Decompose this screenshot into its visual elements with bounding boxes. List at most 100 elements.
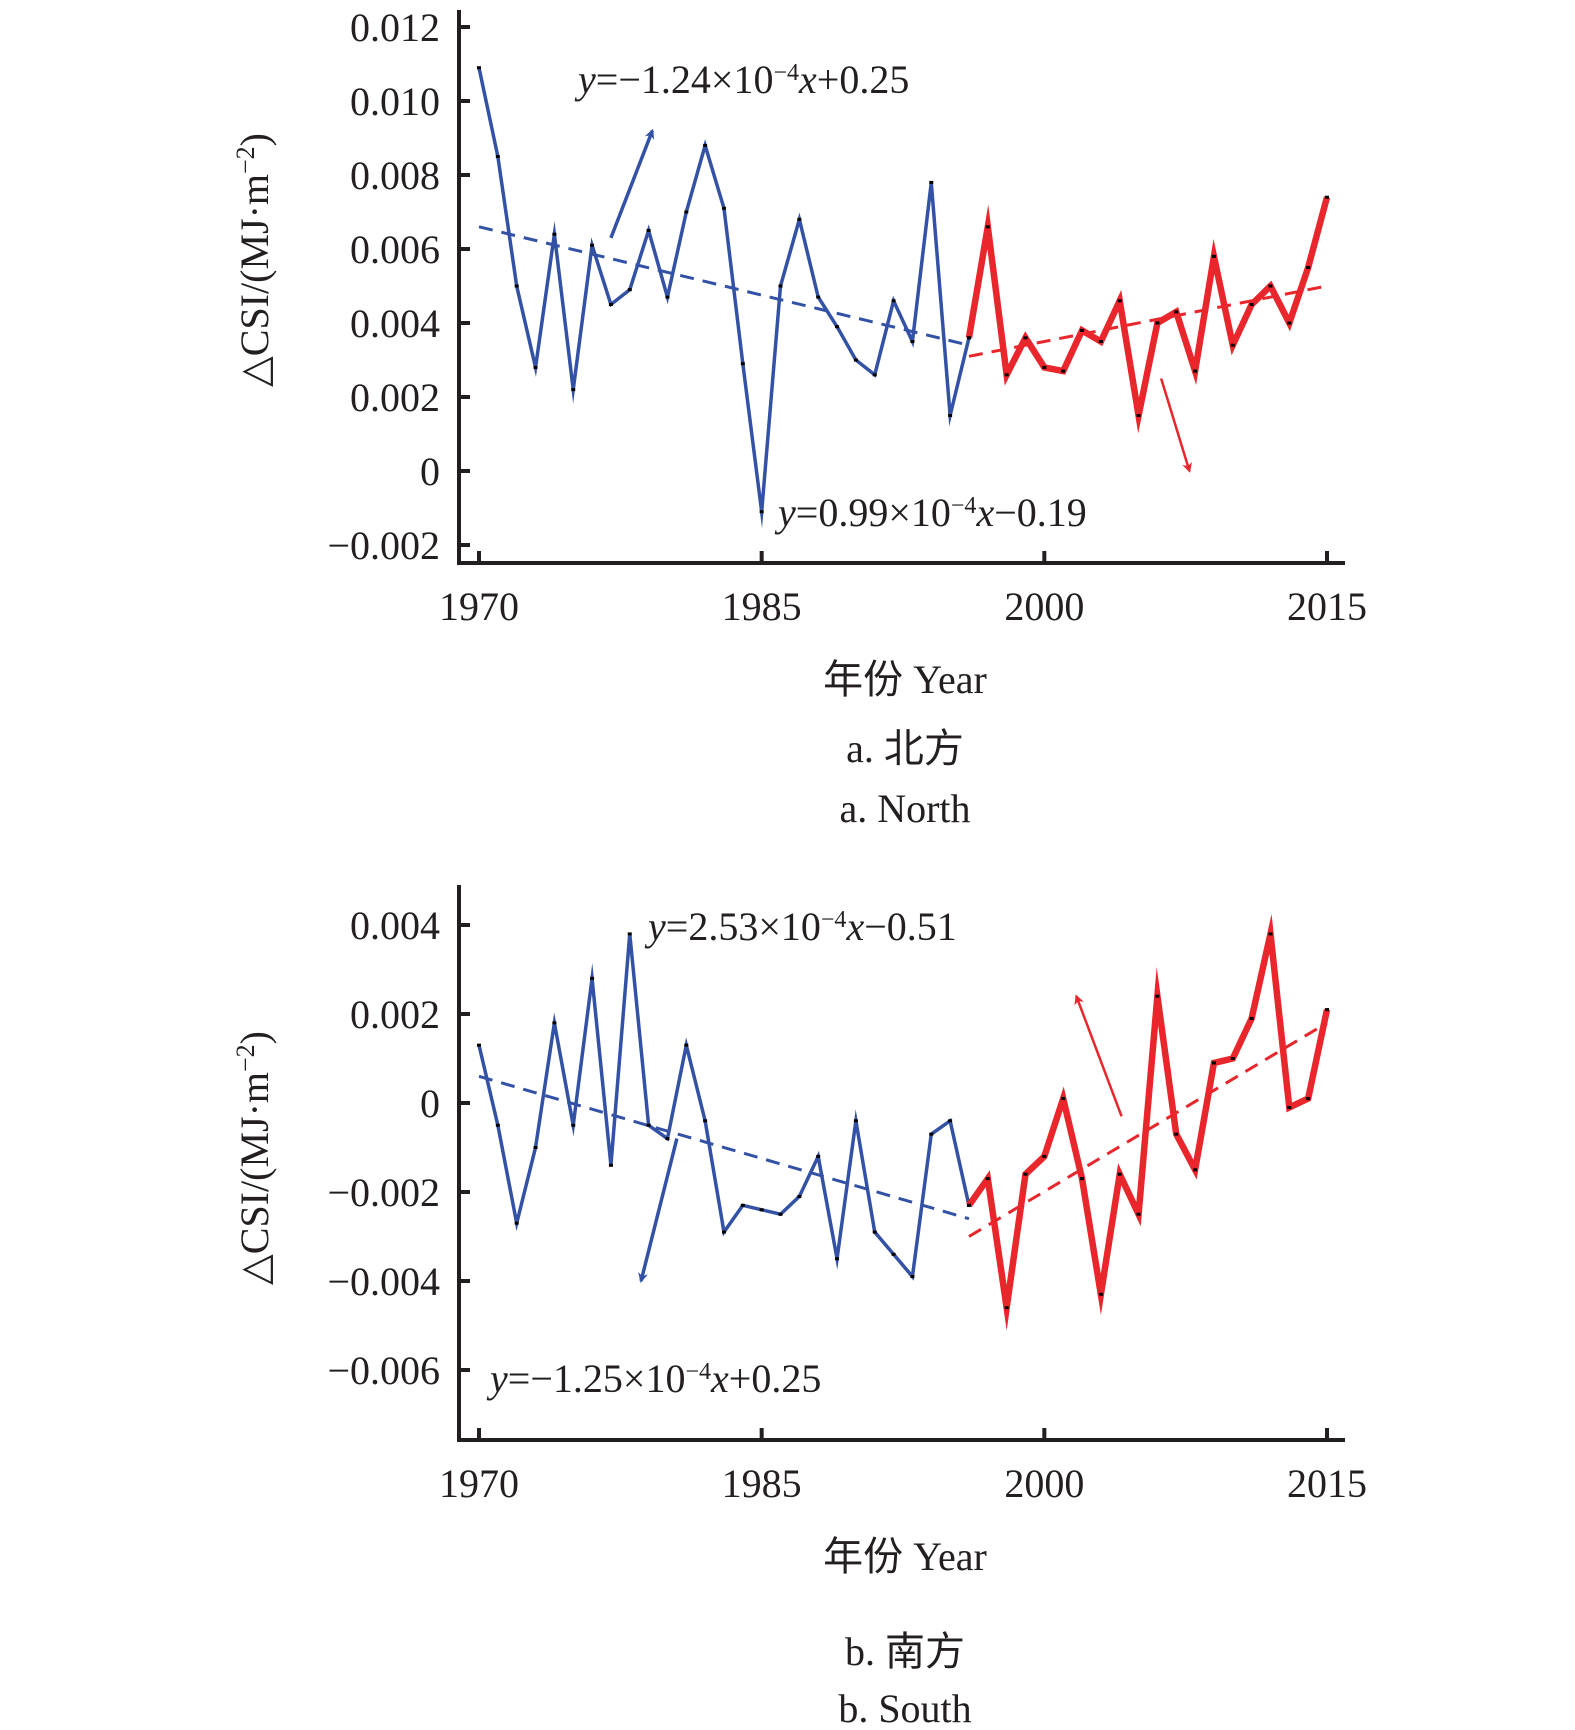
data-point — [665, 295, 670, 299]
data-point — [1117, 299, 1122, 303]
y-axis-title: △CSI/(MJ·m−2) — [231, 133, 278, 387]
data-point — [1098, 340, 1103, 343]
caption-en: b. South — [838, 1686, 971, 1730]
trendline-late — [968, 284, 1328, 358]
equation-label-late: y=2.53×10−4x−0.51 — [644, 904, 957, 949]
data-point — [740, 1203, 745, 1207]
data-point — [778, 1212, 783, 1216]
trendline-early — [478, 1074, 970, 1221]
data-point — [948, 414, 953, 417]
data-point — [608, 303, 613, 306]
trend-arrow — [1074, 994, 1123, 1117]
x-tick-label: 2015 — [1287, 1461, 1367, 1506]
eq-y: y — [486, 1356, 508, 1401]
data-point — [816, 295, 821, 299]
data-point — [1042, 365, 1047, 369]
eq-x: x — [975, 490, 994, 535]
data-point — [1306, 1097, 1311, 1101]
data-point — [1117, 1172, 1122, 1176]
data-point — [891, 299, 896, 303]
data-point — [684, 210, 689, 214]
data-point — [1004, 373, 1009, 377]
data-point — [966, 1203, 971, 1207]
series-line-early — [477, 67, 971, 529]
eq-post: −0.51 — [864, 904, 957, 949]
eq-sup: −4 — [951, 493, 977, 519]
data-point — [477, 66, 481, 70]
data-point — [1193, 1168, 1198, 1172]
caption-en: a. North — [839, 786, 970, 831]
data-point — [1211, 1061, 1216, 1065]
panel-north: △CSI/(MJ·m−2) 0.012 0.010 0.008 0.006 0.004 0… — [231, 5, 1368, 831]
data-point — [1174, 310, 1179, 314]
series-line-early — [477, 933, 971, 1281]
x-tick-label: 1970 — [439, 1461, 519, 1506]
data-point — [872, 373, 877, 377]
eq-y: y — [644, 904, 666, 949]
y-tick-label: 0.004 — [350, 301, 440, 346]
eq-sup: −4 — [773, 60, 799, 86]
data-point — [646, 1123, 651, 1127]
y-tick-label: −0.006 — [327, 1348, 440, 1393]
x-tick-label: 1970 — [439, 584, 519, 629]
data-point — [533, 1146, 538, 1149]
x-axis-title: 年份 Year — [823, 657, 987, 702]
x-tick-label: 1985 — [722, 584, 802, 629]
x-axis-title: 年份 Year — [823, 1534, 987, 1579]
svg-text:△CSI/(MJ·m−2): △CSI/(MJ·m−2) — [231, 133, 278, 387]
data-point — [552, 232, 557, 236]
data-point — [1249, 303, 1254, 306]
data-point — [1023, 1172, 1028, 1176]
data-point — [910, 340, 915, 343]
y-tick-label: 0.012 — [350, 5, 440, 50]
data-point — [1287, 1105, 1292, 1109]
data-point — [721, 206, 726, 210]
data-point — [571, 388, 576, 392]
data-point — [835, 1257, 840, 1261]
data-point — [1136, 414, 1141, 417]
data-point — [1249, 1016, 1254, 1020]
data-point — [929, 1132, 934, 1136]
data-point — [1042, 1154, 1047, 1158]
data-point — [1287, 321, 1292, 325]
data-point — [985, 225, 990, 229]
data-point — [1268, 932, 1273, 936]
data-point — [853, 1119, 858, 1123]
eq-sup: −4 — [821, 907, 847, 933]
y-tick-label: 0.010 — [350, 79, 440, 124]
y-axis-title-close: ) — [232, 1031, 277, 1044]
data-point — [552, 1021, 557, 1025]
eq-post: +0.25 — [817, 57, 910, 102]
data-point — [778, 284, 783, 288]
data-point — [571, 1123, 576, 1127]
y-tick-label: 0 — [420, 1081, 440, 1126]
data-point — [533, 365, 538, 369]
y-tick-label: 0.004 — [350, 903, 440, 948]
y-axis-title-main: △CSI/(MJ·m — [232, 174, 277, 387]
data-point — [740, 362, 745, 366]
data-point — [1306, 266, 1311, 269]
data-point — [1325, 195, 1329, 199]
data-point — [1211, 254, 1216, 258]
data-point — [759, 1208, 764, 1212]
x-tick-label: 2000 — [1004, 584, 1084, 629]
data-point — [627, 932, 632, 936]
data-point — [1193, 369, 1198, 373]
svg-text:△CSI/(MJ·m−2): △CSI/(MJ·m−2) — [231, 1031, 278, 1285]
data-point — [1004, 1306, 1009, 1310]
eq-post: +0.25 — [729, 1356, 822, 1401]
data-point — [1098, 1292, 1103, 1296]
data-point — [665, 1137, 670, 1141]
data-point — [1174, 1132, 1179, 1136]
data-point — [816, 1154, 821, 1158]
y-axis-title-sup: −2 — [231, 1044, 260, 1072]
data-point — [929, 180, 934, 184]
equation-label-early: y=−1.25×10−4x+0.25 — [486, 1356, 821, 1401]
eq-x: x — [845, 904, 864, 949]
trend-arrow — [609, 128, 655, 239]
y-tick-label: 0.002 — [350, 992, 440, 1037]
eq-x: x — [798, 57, 817, 102]
data-point — [608, 1163, 613, 1167]
y-tick-label: −0.002 — [327, 1170, 440, 1215]
